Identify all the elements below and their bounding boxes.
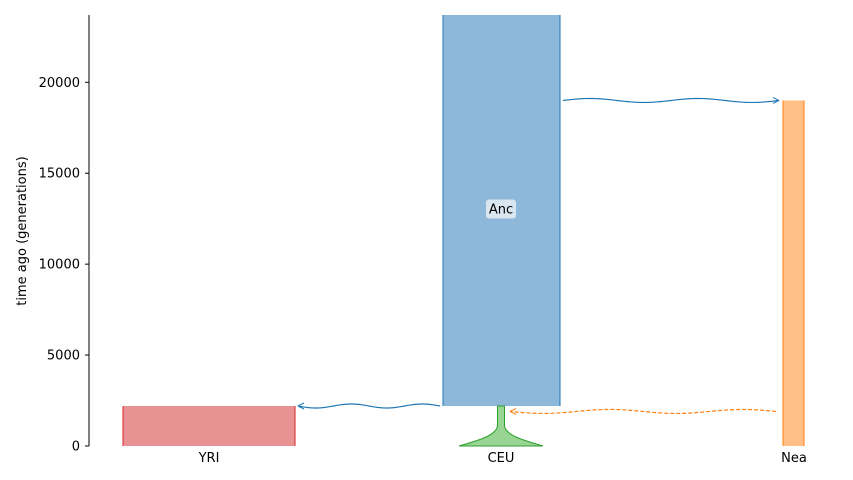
arrow-line xyxy=(297,403,441,409)
arrowhead xyxy=(297,402,305,410)
deme-yri xyxy=(122,405,296,446)
deme-label-anc: Anc xyxy=(489,202,513,217)
deme-boxes: Anc YRI CEU Nea xyxy=(122,15,807,466)
deme-label-ceu: CEU xyxy=(488,451,515,466)
arrow-line xyxy=(562,97,780,104)
y-tick-label: 20000 xyxy=(39,76,80,91)
y-axis-title: time ago (generations) xyxy=(15,156,30,305)
y-tick-label: 5000 xyxy=(47,349,80,364)
arrow-line xyxy=(509,408,777,415)
event-nea-to-ceu xyxy=(509,407,777,415)
event-anc-to-yri xyxy=(297,402,441,410)
deme-anc: Anc xyxy=(442,15,561,406)
deme-label-nea: Nea xyxy=(781,451,807,466)
deme-label-yri: YRI xyxy=(198,451,220,466)
y-tick-label: 15000 xyxy=(39,167,80,182)
deme-ceu xyxy=(458,405,544,447)
y-tick-label: 10000 xyxy=(39,258,80,273)
deme-fill xyxy=(123,405,295,446)
arrowhead xyxy=(772,97,780,104)
deme-nea xyxy=(782,100,805,447)
deme-label-bg xyxy=(486,199,516,219)
deme-fill xyxy=(458,405,544,447)
event-anc-to-nea xyxy=(562,97,780,104)
y-axis: 0 5000 10000 15000 20000 xyxy=(39,15,90,455)
deme-fill xyxy=(783,100,804,447)
migration-arrows xyxy=(297,97,780,415)
y-tick-label: 0 xyxy=(72,440,80,455)
arrowhead xyxy=(509,407,517,415)
